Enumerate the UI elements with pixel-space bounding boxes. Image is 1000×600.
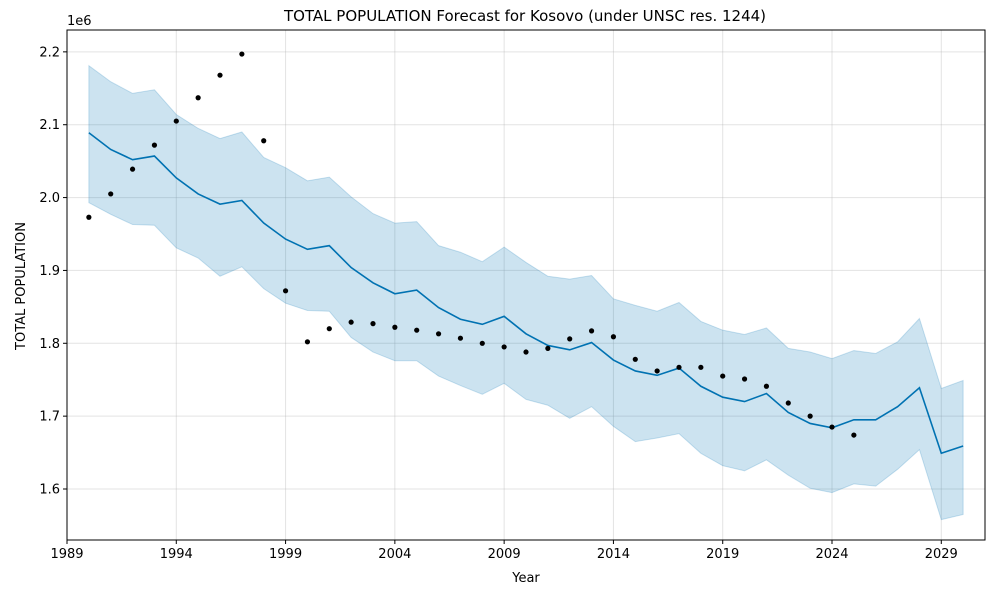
observed-point — [173, 118, 179, 124]
observed-point — [108, 191, 114, 197]
observed-point — [588, 328, 595, 334]
observed-point — [610, 334, 617, 340]
observed-point — [326, 326, 332, 332]
x-tick-label: 2024 — [815, 547, 848, 562]
observed-point — [829, 424, 835, 430]
x-axis-label: Year — [511, 571, 540, 586]
y-offset-label: 1e6 — [67, 14, 92, 29]
x-tick-label: 2014 — [597, 547, 630, 562]
observed-point — [501, 344, 507, 350]
y-tick-label: 2.2 — [39, 45, 60, 60]
observed-point — [807, 413, 813, 419]
observed-point — [567, 336, 573, 342]
observed-point — [741, 376, 748, 382]
observed-point — [86, 214, 92, 220]
x-tick-label: 2019 — [706, 547, 739, 562]
observed-point — [632, 356, 638, 362]
forecast-line-group — [88, 132, 964, 455]
observed-point — [282, 288, 289, 294]
observed-point — [457, 335, 464, 341]
y-tick-label: 2.0 — [39, 191, 60, 206]
x-tick-label: 1994 — [160, 547, 193, 562]
observed-point — [129, 166, 136, 172]
x-tick-label: 1999 — [269, 547, 302, 562]
confidence-band — [88, 64, 964, 521]
y-axis-label: TOTAL POPULATION — [14, 222, 29, 351]
observed-point — [414, 327, 420, 333]
observed-point — [261, 138, 267, 144]
x-axis-ticks: 1989 1994 1999 2004 2009 2014 2019 2024 2029 — [50, 540, 958, 562]
observed-point — [654, 368, 660, 374]
observed-point — [676, 364, 682, 370]
y-tick-label: 1.6 — [39, 483, 60, 498]
grid-lines — [66, 30, 985, 540]
observed-point — [239, 51, 245, 57]
observed-point — [217, 72, 223, 78]
observed-points-group — [86, 51, 857, 438]
plot-frame — [66, 29, 986, 541]
observed-point — [785, 400, 791, 406]
x-tick-label: 2029 — [925, 547, 958, 562]
observed-point — [720, 373, 726, 379]
observed-point — [304, 339, 311, 345]
observed-point — [523, 349, 529, 355]
y-axis-ticks: 1.6 1.7 1.8 1.9 2.0 2.1 2.2 — [39, 45, 67, 498]
x-tick-label: 2009 — [488, 547, 521, 562]
observed-point — [545, 345, 551, 351]
x-tick-label: 2004 — [378, 547, 411, 562]
y-tick-label: 1.9 — [39, 264, 60, 279]
observed-point — [763, 383, 770, 389]
observed-point — [435, 331, 442, 337]
y-tick-label: 1.8 — [39, 337, 60, 352]
observed-point — [479, 340, 485, 346]
observed-point — [195, 95, 201, 101]
observed-point — [370, 321, 376, 327]
observed-point — [698, 364, 704, 370]
y-tick-label: 2.1 — [39, 118, 60, 133]
chart-title: TOTAL POPULATION Forecast for Kosovo (un… — [283, 7, 766, 25]
forecast-line — [88, 132, 964, 455]
observed-point — [851, 432, 857, 438]
observed-point — [392, 324, 398, 330]
x-tick-label: 1989 — [50, 547, 83, 562]
observed-point — [151, 142, 158, 148]
observed-point — [348, 319, 354, 325]
confidence-band-group — [88, 64, 964, 521]
y-tick-label: 1.7 — [39, 410, 60, 425]
